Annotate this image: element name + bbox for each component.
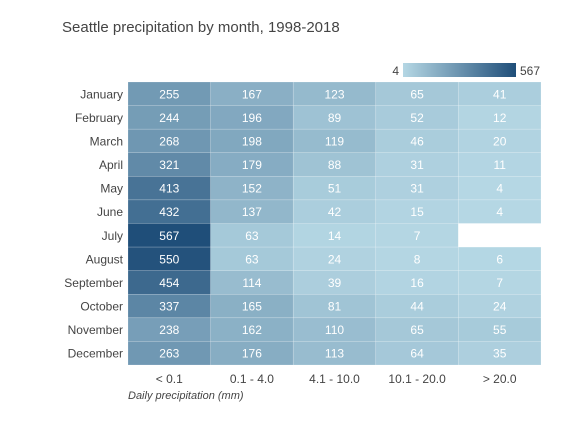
column-labels: < 0.1 0.1 - 4.0 4.1 - 10.0 10.1 - 20.0 > 20.…: [156, 372, 517, 386]
cell-value-label: 176: [242, 347, 262, 361]
cell-value-label: 244: [159, 111, 179, 125]
cell-value-label: 196: [242, 111, 262, 125]
column-label: 4.1 - 10.0: [309, 372, 360, 386]
colorbar-min-label: 4: [392, 64, 399, 78]
cell-value-label: 15: [410, 205, 424, 219]
cell-value-label: 46: [410, 134, 424, 148]
row-label: September: [64, 276, 123, 290]
cell-value-label: 137: [242, 205, 262, 219]
cell-value-label: 337: [159, 300, 179, 314]
cell-value-label: 31: [410, 158, 424, 172]
cell-value-label: 110: [325, 323, 344, 337]
colorbar-gradient: [403, 63, 516, 77]
cell-value-label: 88: [328, 158, 342, 172]
cell-value-label: 20: [493, 134, 507, 148]
cell-value-label: 24: [493, 300, 507, 314]
chart-title: Seattle precipitation by month, 1998-201…: [62, 19, 340, 36]
cell-value-label: 4: [496, 205, 503, 219]
colorbar: 4 567: [392, 63, 540, 78]
row-label: March: [90, 134, 123, 148]
row-label: October: [80, 300, 123, 314]
cell-value-label: 567: [159, 229, 179, 243]
row-label: May: [100, 182, 123, 196]
column-label: 0.1 - 4.0: [230, 372, 274, 386]
cell-value-label: 55: [493, 323, 507, 337]
cell-value-label: 14: [328, 229, 342, 243]
cell-value-label: 64: [410, 347, 424, 361]
cell-value-label: 162: [242, 323, 262, 337]
cell-value-label: 41: [493, 87, 507, 101]
cell-value-label: 165: [242, 300, 262, 314]
cell-value-label: 263: [159, 347, 179, 361]
cell-value-label: 42: [328, 205, 342, 219]
cell-value-label: 152: [242, 182, 262, 196]
row-label: January: [80, 87, 123, 101]
cell-value-label: 63: [245, 229, 259, 243]
cell-value-label: 413: [159, 182, 179, 196]
row-label: June: [97, 205, 123, 219]
column-label: < 0.1: [156, 372, 183, 386]
column-label: 10.1 - 20.0: [388, 372, 446, 386]
cell-value-label: 268: [159, 134, 179, 148]
column-label: > 20.0: [483, 372, 517, 386]
cell-value-label: 12: [493, 111, 507, 125]
heatmap-cell: [458, 223, 542, 248]
cell-value-label: 24: [328, 252, 342, 266]
cell-value-label: 255: [159, 87, 179, 101]
cell-value-label: 51: [328, 182, 342, 196]
cell-value-label: 8: [414, 252, 421, 266]
cell-value-label: 81: [328, 300, 342, 314]
row-label: December: [68, 347, 123, 361]
heatmap-cell: [458, 176, 542, 201]
cell-value-label: 321: [159, 158, 179, 172]
cell-value-label: 123: [324, 87, 344, 101]
cell-value-label: 35: [493, 347, 507, 361]
cell-value-label: 179: [242, 158, 262, 172]
cell-value-label: 119: [325, 134, 344, 148]
row-label: August: [86, 252, 124, 266]
cell-value-label: 454: [159, 276, 179, 290]
cell-value-label: 7: [414, 229, 421, 243]
cell-value-label: 31: [410, 182, 424, 196]
cell-value-label: 39: [328, 276, 342, 290]
x-axis-title: Daily precipitation (mm): [128, 390, 244, 402]
row-label: February: [75, 111, 123, 125]
cell-value-label: 113: [325, 347, 344, 361]
cell-value-label: 89: [328, 111, 342, 125]
colorbar-max-label: 567: [520, 64, 540, 78]
row-label: November: [68, 323, 123, 337]
cell-value-label: 16: [410, 276, 424, 290]
cell-value-label: 550: [159, 252, 179, 266]
row-label: July: [102, 229, 123, 243]
cell-value-label: 65: [410, 323, 424, 337]
row-label: April: [99, 158, 123, 172]
cell-value-label: 167: [242, 87, 262, 101]
cell-value-label: 44: [410, 300, 424, 314]
row-labels: January February March April May June July Augu…: [64, 87, 123, 360]
cell-value-label: 6: [496, 252, 503, 266]
cell-value-label: 11: [493, 158, 506, 172]
cell-value-label: 432: [159, 205, 179, 219]
cell-value-label: 52: [410, 111, 424, 125]
cell-value-label: 63: [245, 252, 259, 266]
cell-value-label: 238: [159, 323, 179, 337]
heatmap-cell: [458, 341, 542, 366]
cell-value-label: 65: [410, 87, 424, 101]
cell-value-label: 198: [242, 134, 262, 148]
cell-value-label: 114: [242, 276, 261, 290]
cell-value-label: 4: [496, 182, 503, 196]
cell-value-label: 7: [496, 276, 503, 290]
